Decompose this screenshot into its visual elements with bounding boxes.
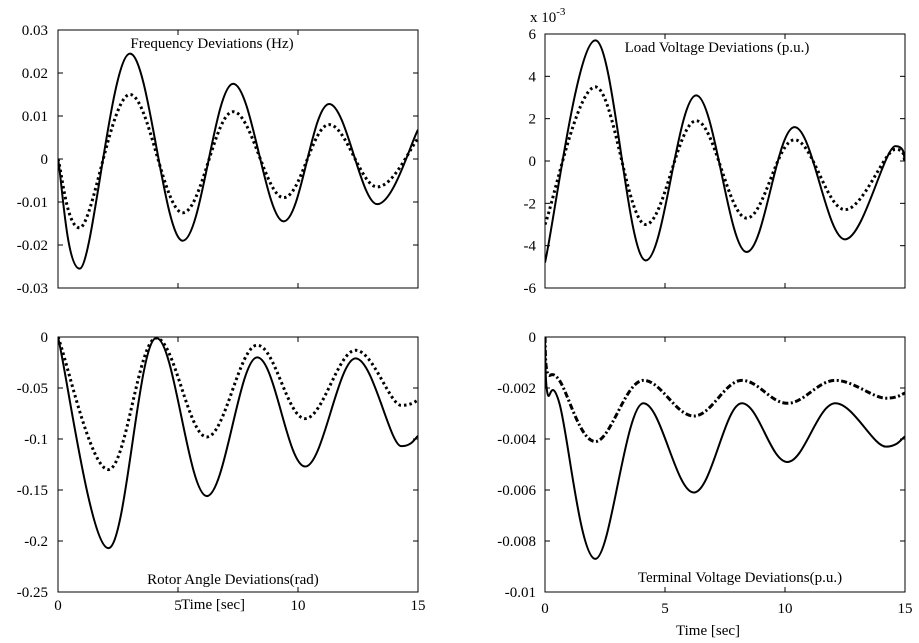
termv-y-tick-label: 0 <box>529 330 537 346</box>
termv-title: Terminal Voltage Deviations(p.u.) <box>638 570 842 586</box>
loadv-exponent-base: x 10 <box>530 10 556 26</box>
loadv-y-tick-label: 6 <box>529 27 537 43</box>
termv-y-tick-label: -0.004 <box>497 432 536 448</box>
termv-x-axis-label: Time [sec] <box>676 623 740 639</box>
freq-y-tick-label: -0.02 <box>17 238 48 254</box>
rotor-y-tick-label: -0.2 <box>24 534 48 550</box>
termv-series-dashdot-line <box>545 337 905 444</box>
termv-y-tick-label: -0.002 <box>497 381 536 397</box>
rotor-angle-deviation-panel: 0 -0.05 -0.1 -0.15 -0.2 -0.25 0 5 10 15 Rotor Angl… <box>17 330 426 614</box>
loadv-y-tick-label: -2 <box>524 196 537 212</box>
termv-y-tick-label: -0.006 <box>497 483 536 499</box>
rotor-y-tick-label: -0.25 <box>17 585 48 601</box>
loadv-axes-box <box>544 33 906 289</box>
rotor-x-tick-label: 0 <box>54 598 62 614</box>
rotor-x-tick-label: 5 <box>174 598 182 614</box>
termv-x-tick-label: 0 <box>541 601 549 617</box>
loadv-exponent-label: x 10-3 <box>530 6 566 26</box>
freq-title: Frequency Deviations (Hz) <box>130 36 293 52</box>
freq-y-tick-label: 0.03 <box>22 23 48 39</box>
rotor-x-axis-label: Time [sec] <box>181 597 245 613</box>
rotor-y-tick-label: 0 <box>41 330 49 346</box>
freq-series-solid-line <box>58 52 418 270</box>
rotor-x-tick-label: 15 <box>411 598 426 614</box>
termv-x-tick-label: 15 <box>898 601 913 617</box>
rotor-series-dotted-line <box>58 337 418 472</box>
loadv-y-tick-label: 0 <box>529 154 537 170</box>
termv-x-tick-label: 5 <box>661 601 669 617</box>
termv-y-tick-label: -0.008 <box>497 534 536 550</box>
loadv-series-dotted-line <box>545 85 905 226</box>
rotor-series-solid-line <box>58 337 418 550</box>
load-voltage-deviation-panel: 6 4 2 0 -2 -4 -6 Load Voltage Deviations (p.u.)… <box>524 6 906 297</box>
rotor-title: Rotor Angle Deviations(rad) <box>147 572 319 588</box>
rotor-x-tick-label: 10 <box>291 598 306 614</box>
freq-y-tick-label: -0.01 <box>17 195 48 211</box>
freq-y-tick-label: -0.03 <box>17 281 48 297</box>
loadv-series-solid-line <box>545 39 905 263</box>
freq-y-tick-label: 0 <box>41 152 49 168</box>
freq-series-dotted-line <box>58 93 418 230</box>
loadv-y-tick-label: -4 <box>524 239 537 255</box>
termv-x-tick-label: 10 <box>778 601 793 617</box>
termv-axes-box <box>544 336 906 593</box>
termv-series-solid-line <box>545 337 905 560</box>
loadv-y-tick-label: -6 <box>524 281 537 297</box>
rotor-y-tick-label: -0.15 <box>17 483 48 499</box>
freq-y-tick-label: 0.02 <box>22 66 48 82</box>
frequency-deviation-panel: 0.03 0.02 0.01 0 -0.01 -0.02 -0.03 Frequency De… <box>17 23 419 297</box>
rotor-y-tick-label: -0.1 <box>24 432 48 448</box>
loadv-title: Load Voltage Deviations (p.u.) <box>625 40 810 56</box>
freq-y-tick-label: 0.01 <box>22 109 48 125</box>
rotor-axes-box <box>57 336 419 593</box>
freq-axes-box <box>57 29 419 289</box>
termv-y-tick-label: -0.01 <box>505 585 536 601</box>
loadv-exponent-power: -3 <box>556 6 566 18</box>
loadv-y-tick-label: 2 <box>529 112 537 128</box>
loadv-y-tick-label: 4 <box>529 69 537 85</box>
terminal-voltage-deviation-panel: 0 -0.002 -0.004 -0.006 -0.008 -0.01 0 5 10 15 Term… <box>497 330 912 639</box>
rotor-y-tick-label: -0.05 <box>17 381 48 397</box>
